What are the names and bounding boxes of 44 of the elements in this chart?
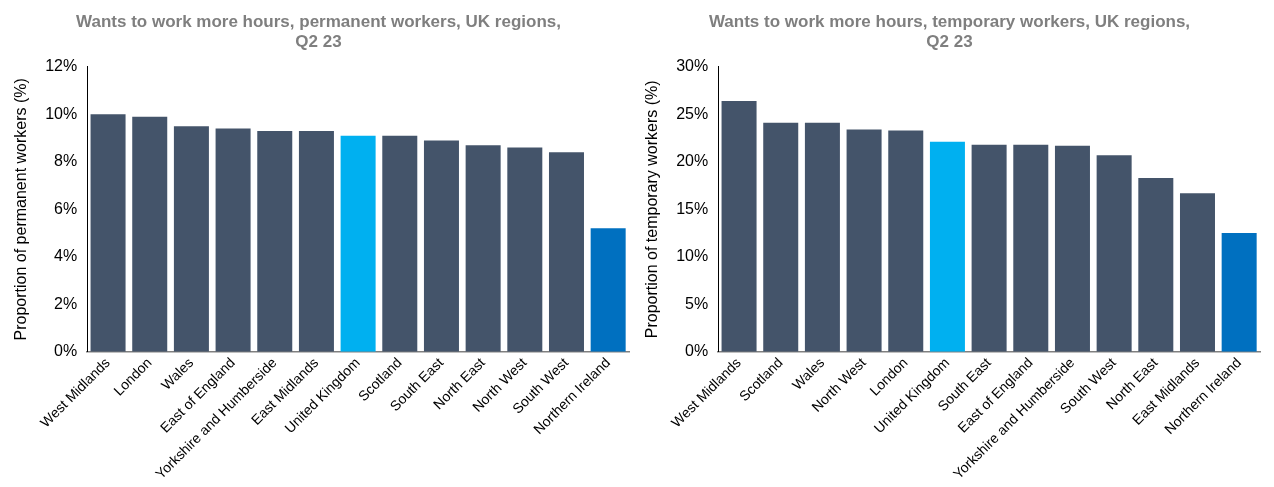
bar: [971, 144, 1007, 352]
y-tick-label: 15%: [676, 199, 709, 217]
bar: [846, 129, 882, 352]
bar: [90, 114, 126, 352]
y-tick-label: 4%: [54, 247, 78, 265]
y-tick-label: 30%: [676, 57, 709, 75]
chart-title: Wants to work more hours, temporary workers, UK regions, Q2 23: [708, 11, 1191, 52]
y-tick-label: 0%: [54, 342, 78, 360]
bar: [215, 128, 251, 352]
bar: [929, 141, 965, 352]
chart-title: Wants to work more hours, permanent workers, UK regions, Q2 23: [76, 11, 561, 52]
bar: [1179, 193, 1215, 352]
y-tick-label: 25%: [676, 104, 709, 122]
bar: [763, 122, 799, 352]
bar: [1054, 145, 1090, 352]
bar: [298, 130, 334, 352]
y-tick-label: 5%: [685, 294, 709, 312]
y-tick-label: 2%: [54, 294, 78, 312]
y-tick-label: 8%: [54, 152, 78, 170]
bar: [721, 101, 757, 352]
bar: [804, 122, 840, 352]
bar: [340, 135, 376, 352]
y-axis-title: Proportion of temporary workers (%): [643, 80, 661, 339]
bar: [1221, 233, 1257, 352]
y-tick-label: 20%: [676, 152, 709, 170]
bar: [548, 152, 584, 352]
bar: [423, 140, 459, 352]
bar: [1096, 155, 1132, 352]
bar: [465, 145, 501, 352]
bar: [888, 130, 924, 352]
bar: [257, 130, 293, 352]
y-tick-label: 12%: [45, 57, 78, 75]
bar: [1138, 177, 1174, 352]
y-axis-title: Proportion of permanent workers (%): [12, 78, 30, 341]
bar: [507, 147, 543, 352]
bar: [382, 135, 418, 352]
bar: [132, 116, 168, 352]
bar: [590, 228, 626, 352]
y-tick-label: 10%: [45, 104, 78, 122]
y-tick-label: 0%: [685, 342, 709, 360]
bar: [173, 126, 209, 352]
y-tick-label: 6%: [54, 199, 78, 217]
bar: [1013, 144, 1049, 352]
y-tick-label: 10%: [676, 247, 709, 265]
